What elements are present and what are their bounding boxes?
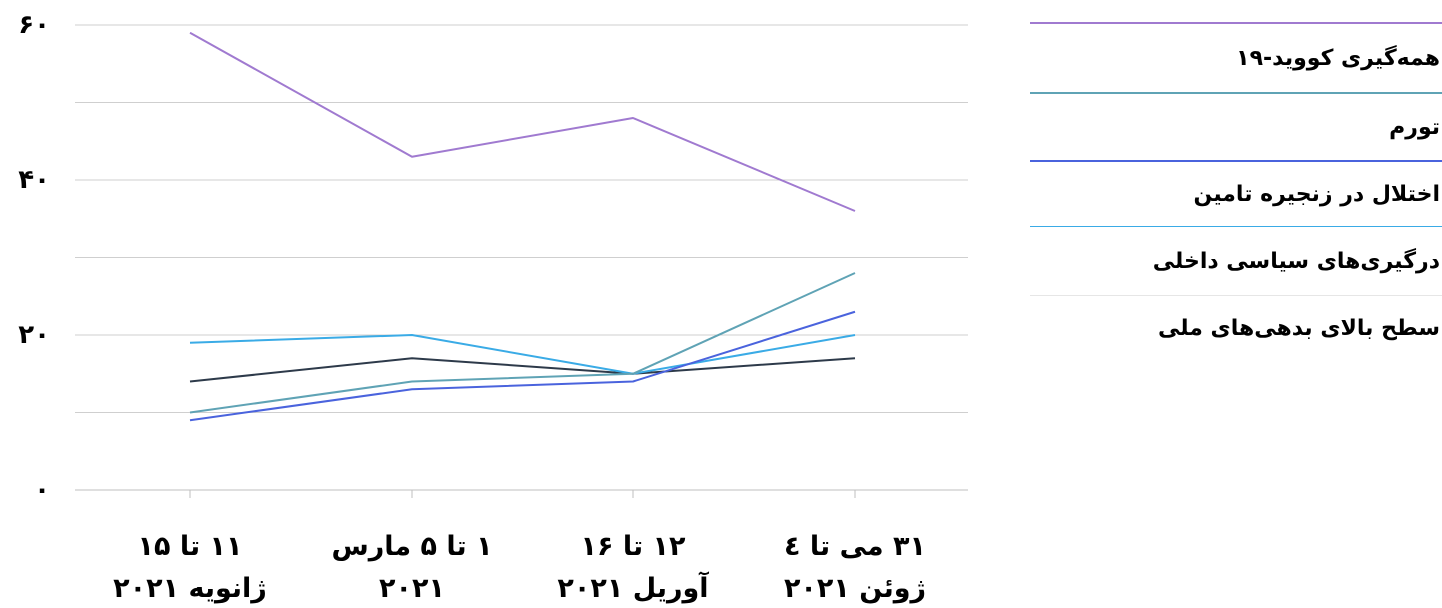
legend-label: همه‌گیری کووید-۱۹	[1236, 46, 1440, 71]
series-lines	[189, 31, 856, 422]
legend: همه‌گیری کووید-۱۹ تورم اختلال در زنجیره تا…	[1030, 22, 1442, 346]
legend-item-4: درگیری‌های سیاسی داخلی	[1030, 226, 1442, 295]
legend-item-3: اختلال در زنجیره تامین	[1030, 160, 1442, 226]
y-tick-label: ۴۰	[18, 165, 50, 195]
series-line-4	[189, 334, 856, 375]
legend-label: تورم	[1389, 115, 1440, 140]
x-tick-label: ژوئن ۲۰۲۱	[784, 573, 926, 604]
legend-label: درگیری‌های سیاسی داخلی	[1152, 249, 1440, 274]
x-tick-labels: ۱۱ تا ۱۵ ژانویه ۲۰۲۱ ۱ تا ۵ مارس ۲۰۲۱ ۱۲ تا …	[113, 531, 926, 604]
legend-label: اختلال در زنجیره تامین	[1193, 182, 1440, 207]
line-chart: ۶۰ ۴۰ ۲۰ ۰ ۱۱ تا ۱۵ ژانویه ۲۰۲۱ ۱ تا ۵ مارس ۲۰…	[18, 10, 968, 604]
x-tick-label: آوریل ۲۰۲۱	[557, 571, 709, 604]
gridlines	[75, 24, 968, 491]
x-tick-label: ۱ تا ۵ مارس	[331, 531, 492, 562]
series-line-1	[189, 31, 856, 212]
y-tick-label: ۰	[34, 475, 50, 505]
x-tick-label: ۲۰۲۱	[379, 573, 445, 604]
x-tick-label: ۱۱ تا ۱۵	[137, 531, 242, 562]
y-tick-label: ۲۰	[18, 320, 50, 350]
x-axis	[189, 490, 856, 498]
series-line-5	[189, 357, 856, 383]
legend-label: سطح بالای بدهی‌های ملی	[1158, 316, 1440, 341]
x-tick-label: ۳۱ می تا ٤	[784, 531, 926, 562]
series-line-3	[189, 310, 856, 422]
legend-item-2: تورم	[1030, 92, 1442, 160]
legend-item-5: سطح بالای بدهی‌های ملی	[1030, 295, 1442, 346]
series-line-2	[189, 272, 856, 414]
y-tick-labels: ۶۰ ۴۰ ۲۰ ۰	[18, 10, 50, 505]
y-tick-label: ۶۰	[18, 10, 50, 40]
legend-item-1: همه‌گیری کووید-۱۹	[1030, 22, 1442, 92]
x-tick-label: ۱۲ تا ۱۶	[580, 531, 686, 562]
x-tick-label: ژانویه ۲۰۲۱	[113, 573, 267, 604]
